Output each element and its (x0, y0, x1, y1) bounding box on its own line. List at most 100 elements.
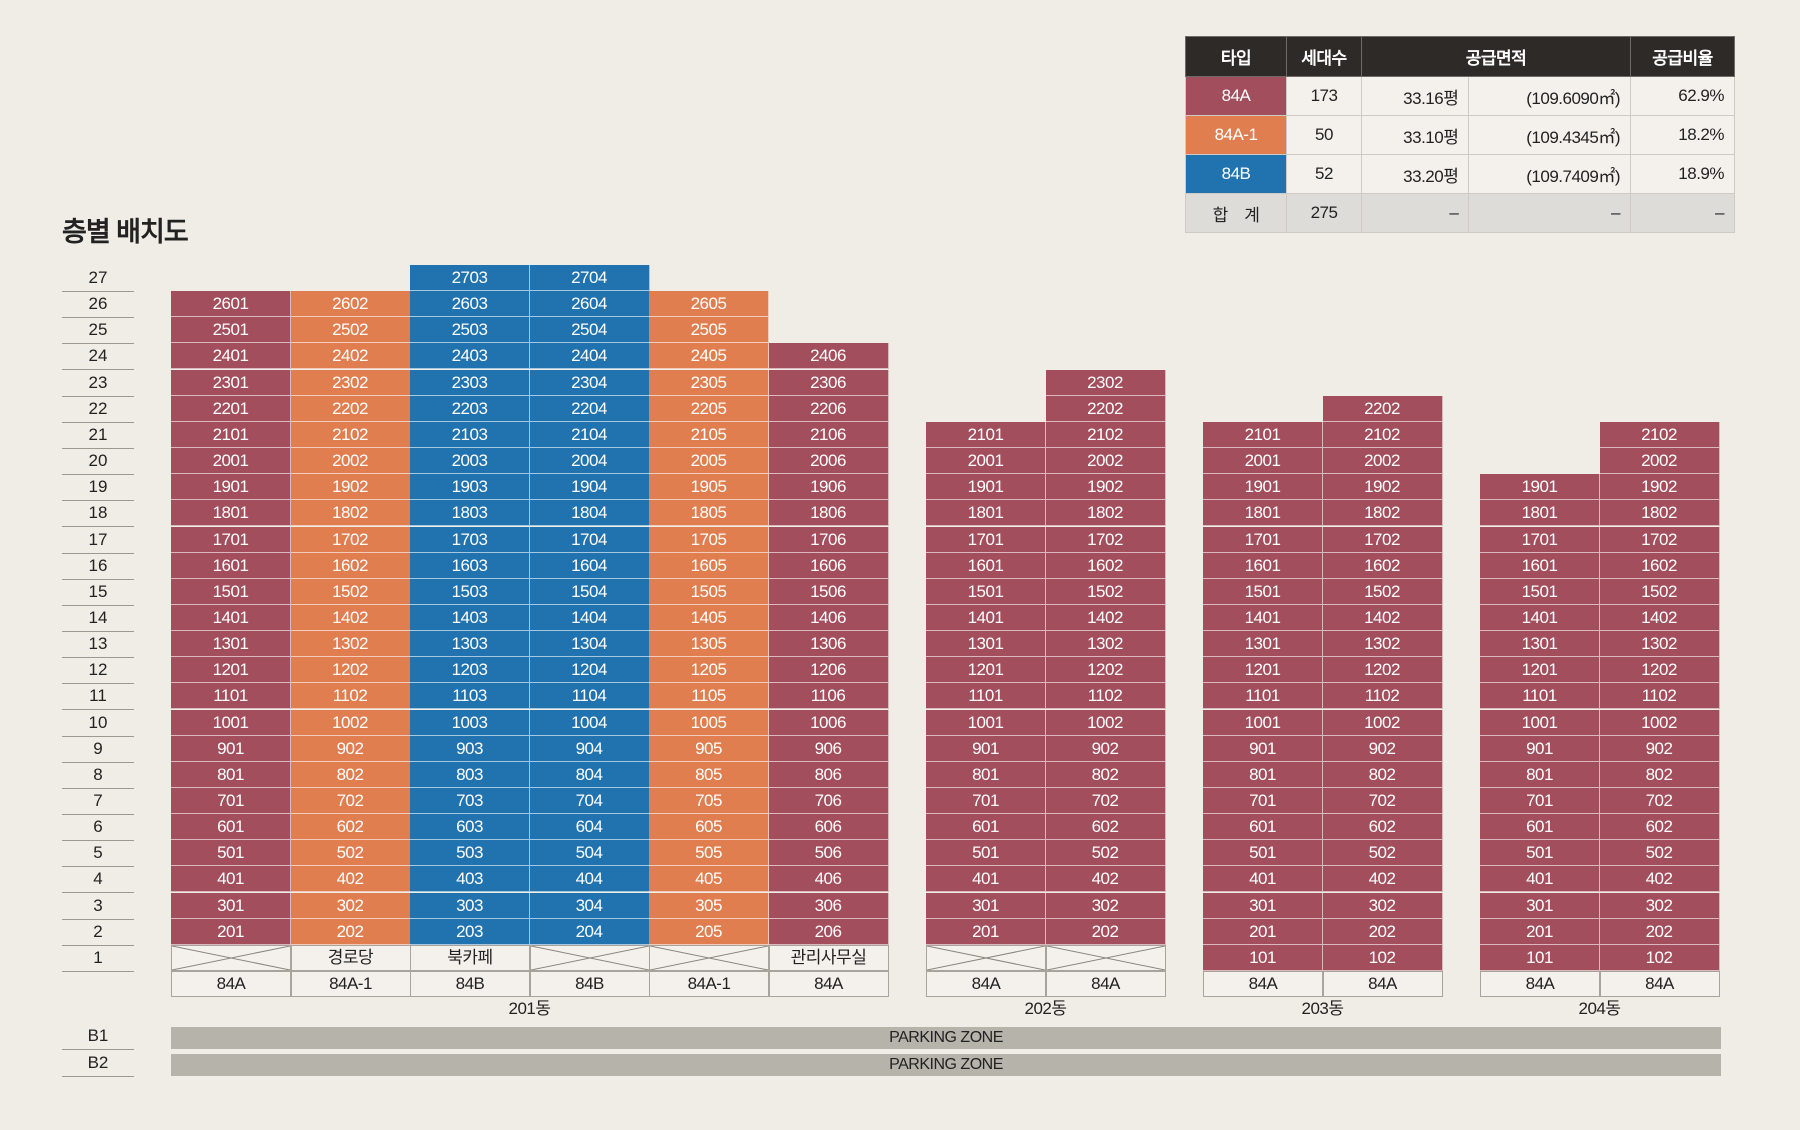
unit-cell: 1801 (1203, 500, 1323, 527)
parking-zone-bar: PARKING ZONE (171, 1027, 1721, 1049)
unit-cell: 1001 (1203, 709, 1323, 736)
unit-cell: 1701 (1203, 526, 1323, 553)
unit-cell: 2302 (290, 369, 411, 396)
unit-cell: 1104 (529, 683, 650, 710)
unit-cell: 1101 (926, 683, 1046, 710)
unit-cell: 502 (290, 840, 411, 867)
unit-cell: 1302 (1045, 631, 1166, 658)
unit-cell: 1403 (410, 604, 530, 631)
unit-cell: 402 (1322, 866, 1443, 893)
unit-cell: 102 (1322, 944, 1443, 971)
unit-cell: 1701 (1480, 526, 1600, 553)
ground-void-cell (1045, 944, 1166, 971)
unit-cell: 1301 (1203, 631, 1323, 658)
unit-cell: 501 (1480, 840, 1600, 867)
floor-label: 20 (62, 448, 134, 476)
unit-cell: 1601 (1480, 552, 1600, 579)
column-type-label: 84B (410, 971, 530, 998)
floor-label: 1 (62, 945, 134, 972)
unit-cell: 2205 (649, 395, 769, 422)
unit-cell: 1501 (926, 578, 1046, 605)
ground-facility-cell: 북카페 (410, 944, 530, 971)
unit-cell: 502 (1599, 840, 1720, 867)
unit-cell: 301 (1203, 892, 1323, 919)
unit-cell: 302 (1599, 892, 1720, 919)
unit-cell: 2106 (768, 421, 889, 448)
unit-cell: 802 (1322, 761, 1443, 788)
unit-cell: 1605 (649, 552, 769, 579)
unit-cell: 1102 (1599, 683, 1720, 710)
column-type-label: 84A (768, 971, 889, 998)
unit-cell: 2604 (529, 291, 650, 318)
unit-cell: 1406 (768, 604, 889, 631)
unit-cell: 2302 (1045, 369, 1166, 396)
unit-cell: 1801 (1480, 500, 1600, 527)
unit-cell: 301 (171, 892, 291, 919)
floor-label: 10 (62, 710, 134, 737)
unit-cell: 806 (768, 761, 889, 788)
unit-cell: 601 (1203, 814, 1323, 841)
unit-cell: 306 (768, 892, 889, 919)
unit-cell: 702 (1322, 788, 1443, 814)
unit-cell: 901 (171, 735, 291, 762)
unit-cell: 502 (1045, 840, 1166, 867)
area-pyeong-cell: 33.16평 (1360, 76, 1470, 116)
unit-cell: 1002 (1599, 709, 1720, 736)
page-title: 층별 배치도 (62, 217, 189, 247)
unit-cell: 1903 (410, 474, 530, 501)
unit-cell: 504 (529, 840, 650, 867)
column-type-label: 84A (1203, 971, 1323, 998)
column-type-label: 84A (926, 971, 1046, 998)
total-ratio-cell: – (1630, 193, 1735, 233)
building-name: 203동 (1301, 999, 1344, 1019)
unit-cell: 2105 (649, 421, 769, 448)
unit-cell: 1602 (1322, 552, 1443, 579)
column-type-label: 84A-1 (290, 971, 411, 998)
building-name: 204동 (1578, 999, 1621, 1019)
unit-cell: 1501 (1480, 578, 1600, 605)
unit-cell: 1401 (171, 604, 291, 631)
floor-label: 14 (62, 605, 134, 632)
unit-cell: 2001 (926, 448, 1046, 475)
unit-cell: 1202 (1045, 657, 1166, 684)
unit-cell: 802 (290, 761, 411, 788)
unit-cell: 1901 (1480, 474, 1600, 501)
unit-cell: 402 (290, 866, 411, 893)
unit-cell: 1802 (290, 500, 411, 527)
floor-label: 4 (62, 866, 134, 894)
unit-cell: 2002 (1599, 448, 1720, 475)
unit-cell: 1601 (926, 552, 1046, 579)
unit-cell: 1001 (926, 709, 1046, 736)
unit-cell: 1901 (1203, 474, 1323, 501)
unit-cell: 1101 (1480, 683, 1600, 710)
unit-cell: 2002 (1045, 448, 1166, 475)
unit-cell: 801 (1203, 761, 1323, 788)
unit-cell: 1401 (1203, 604, 1323, 631)
unit-cell: 603 (410, 814, 530, 841)
unit-cell: 802 (1045, 761, 1166, 788)
unit-cell: 2102 (290, 421, 411, 448)
floor-label: 27 (62, 265, 134, 292)
unit-cell: 501 (926, 840, 1046, 867)
unit-cell: 1904 (529, 474, 650, 501)
floor-label: 11 (62, 683, 134, 711)
unit-cell: 1501 (171, 578, 291, 605)
unit-cell: 2305 (649, 369, 769, 396)
header-ratio: 공급비율 (1630, 36, 1735, 77)
summary-total-row: 합 계 275– – – (1185, 193, 1735, 233)
header-area: 공급면적 (1361, 36, 1631, 77)
ratio-cell: 18.9% (1630, 154, 1735, 194)
unit-cell: 1706 (768, 526, 889, 553)
cross-mark-icon (172, 945, 290, 970)
floor-label: 9 (62, 736, 134, 763)
unit-cell: 2101 (171, 421, 291, 448)
unit-cell: 1301 (926, 631, 1046, 658)
building-name: 201동 (508, 999, 551, 1019)
cross-mark-icon (650, 945, 768, 970)
unit-cell: 302 (290, 892, 411, 919)
unit-cell: 1502 (1322, 578, 1443, 605)
unit-cell: 2405 (649, 343, 769, 370)
unit-cell: 1404 (529, 604, 650, 631)
unit-cell: 906 (768, 735, 889, 762)
floor-label: 8 (62, 762, 134, 789)
